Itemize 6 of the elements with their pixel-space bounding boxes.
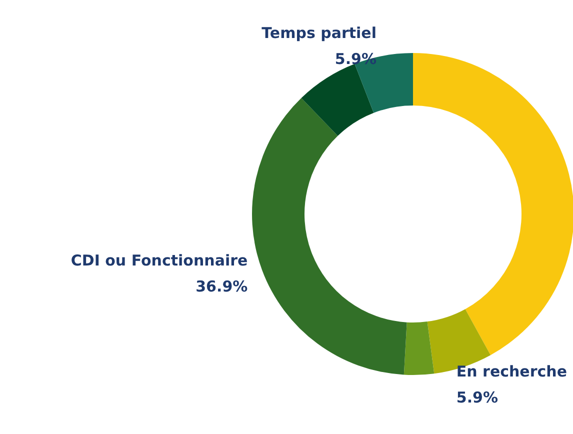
slice-label: CDI ou Fonctionnaire bbox=[70, 251, 248, 270]
slice-label: Temps partiel bbox=[262, 24, 376, 42]
data-label: 5.9% bbox=[456, 388, 498, 406]
slice-label: En recherche bbox=[456, 362, 568, 380]
data-label: 36.9% bbox=[196, 277, 248, 296]
data-label: 5.9% bbox=[334, 50, 376, 68]
